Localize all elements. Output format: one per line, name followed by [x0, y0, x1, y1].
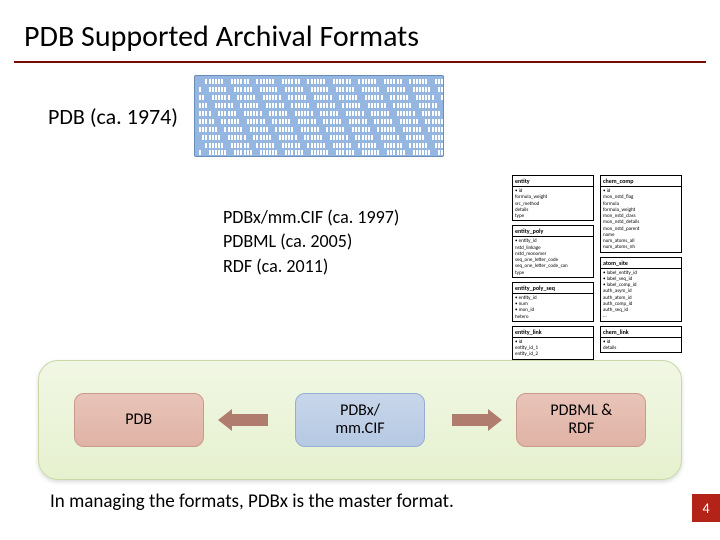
schema-box-entity-poly-seq: entity_poly_seq • entity_id • num • mon_…: [512, 282, 594, 322]
page-number: 4: [692, 494, 720, 522]
section-formats: PDBx/mm.CIF (ca. 1997) PDBML (ca. 2005) …: [48, 205, 700, 278]
flow-box-pdbx: PDBx/mm.CIF: [295, 393, 425, 447]
format-pdbml-label: PDBML (ca. 2005): [223, 229, 399, 253]
format-rdf-label: RDF (ca. 2011): [223, 254, 399, 278]
schema-box-entity: entity • id formula_weight src_method de…: [512, 175, 594, 221]
schema-box-entity-poly: entity_poly • entity_id nstd_linkage nst…: [512, 225, 594, 278]
schema-box-atom-site: atom_site • label_entity_id • label_seq_…: [600, 257, 682, 322]
schema-diagram: entity • id formula_weight src_method de…: [512, 175, 682, 330]
section-pdb-1974: PDB (ca. 1974): [48, 75, 700, 157]
formats-labels: PDBx/mm.CIF (ca. 1997) PDBML (ca. 2005) …: [223, 205, 399, 278]
flow-diagram: PDB PDBx/mm.CIF PDBML &RDF: [38, 360, 682, 480]
flow-box-pdbml-rdf: PDBML &RDF: [516, 393, 646, 447]
arrow-right-icon: [440, 409, 502, 431]
caption-text: In managing the formats, PDBx is the mas…: [50, 490, 620, 513]
format-pdbx-label: PDBx/mm.CIF (ca. 1997): [223, 205, 399, 229]
schema-box-chem-link: chem_link • id details: [600, 326, 682, 354]
arrow-left-icon: [218, 409, 280, 431]
punchcard-image: [194, 75, 444, 157]
pdb-1974-label: PDB (ca. 1974): [48, 103, 178, 130]
schema-box-chem-comp: chem_comp • id mon_nstd_flag formula for…: [600, 175, 682, 253]
slide-title: PDB Supported Archival Formats: [0, 0, 720, 55]
schema-box-entity-link: entity_link • id entity_id_1 entity_id_2: [512, 326, 594, 360]
title-rule: [14, 61, 706, 63]
flow-box-pdb: PDB: [74, 393, 204, 447]
